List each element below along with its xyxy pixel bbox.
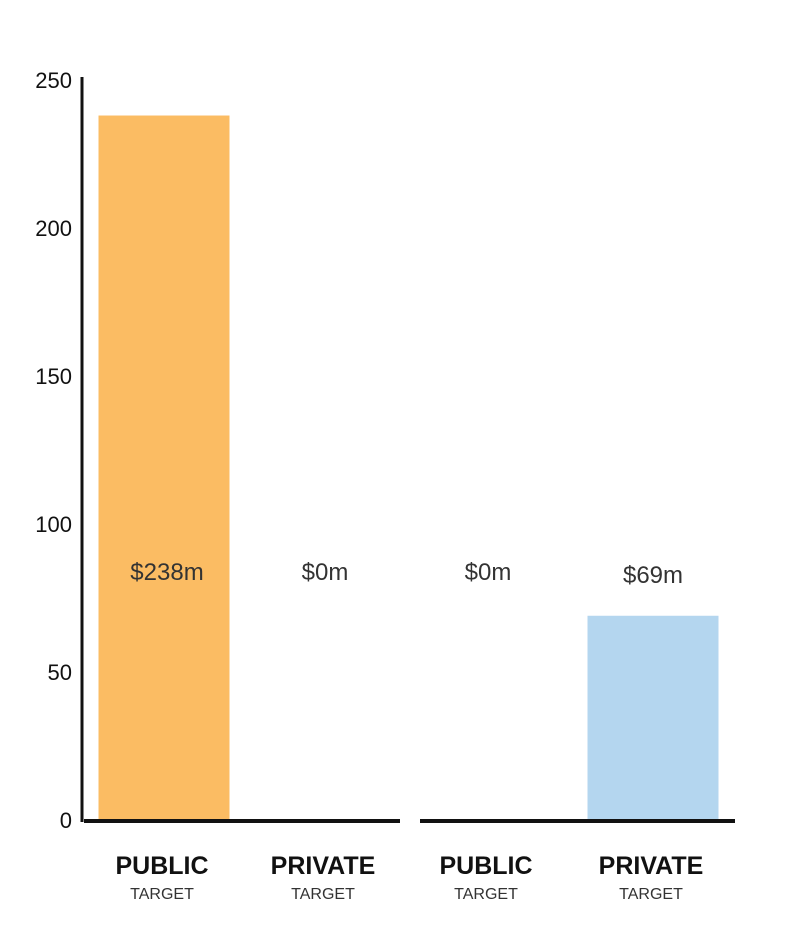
y-tick-label: 250	[35, 68, 72, 93]
category-sublabel: TARGET	[454, 886, 518, 903]
category-sublabel: TARGET	[619, 886, 683, 903]
category-label: PUBLIC	[115, 852, 208, 880]
category-sublabel: TARGET	[291, 886, 355, 903]
bars	[98, 115, 719, 820]
y-tick-label: 150	[35, 364, 72, 389]
category-label: PUBLIC	[439, 852, 532, 880]
data-label: $238m	[130, 559, 203, 586]
data-label: $69m	[623, 562, 683, 589]
category-sublabel: TARGET	[130, 886, 194, 903]
y-tick-label: 100	[35, 512, 72, 537]
bar	[587, 615, 719, 820]
category-labels: $238m PUBLIC TARGET $0m PRIVATE TARGET $0m PUBL…	[115, 559, 703, 903]
data-label: $0m	[302, 559, 349, 586]
data-label: $0m	[465, 559, 512, 586]
y-axis: 0 50 100 150 200 250	[35, 68, 84, 833]
y-tick-label: 50	[48, 660, 72, 685]
y-tick-label: 0	[60, 808, 72, 833]
category-label: PRIVATE	[271, 852, 376, 880]
y-tick-label: 200	[35, 216, 72, 241]
category-label: PRIVATE	[599, 852, 704, 880]
bar	[98, 115, 230, 820]
